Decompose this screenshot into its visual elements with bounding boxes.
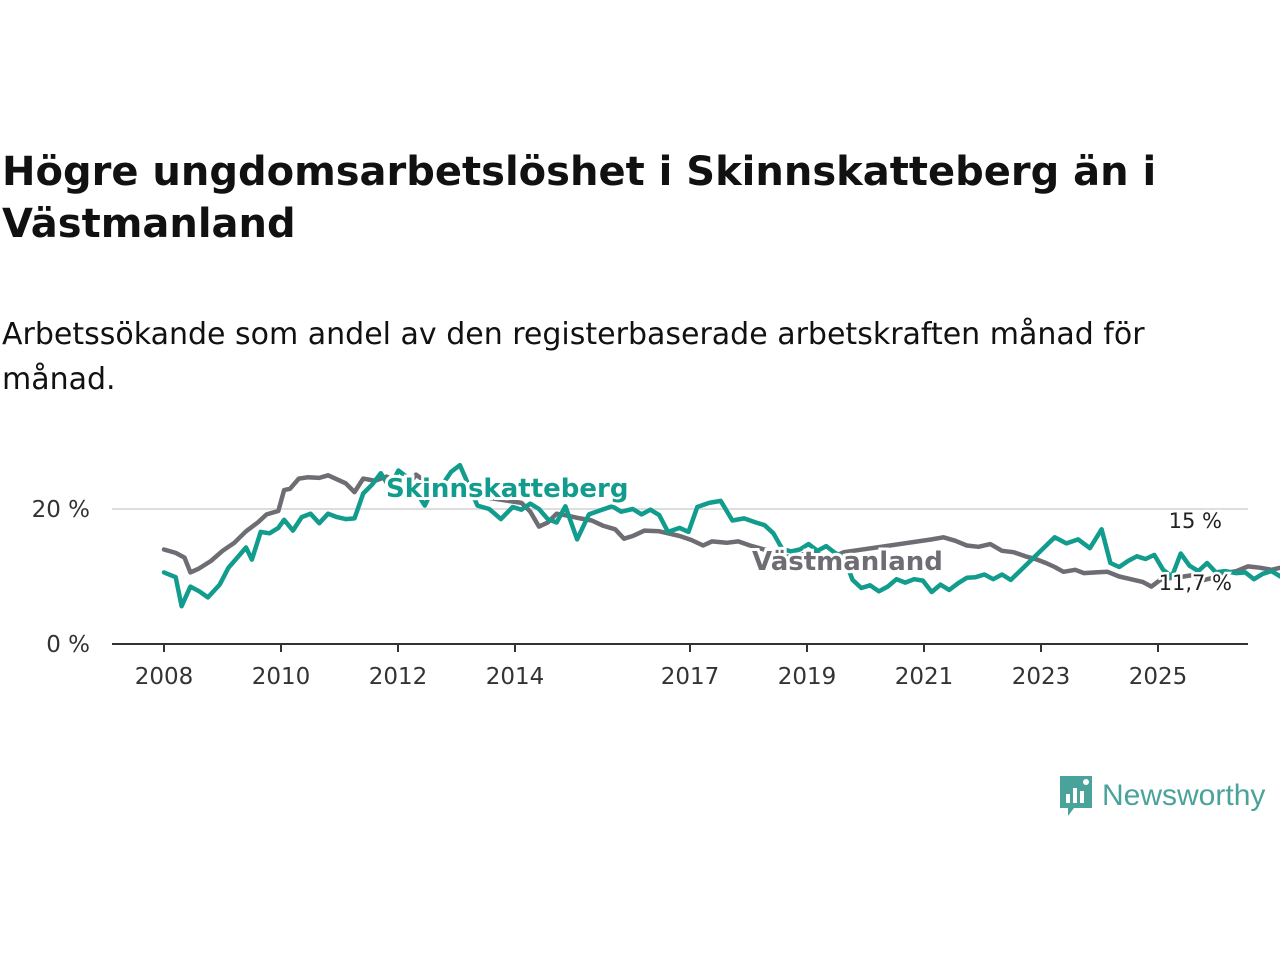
- x-tick-label: 2014: [486, 664, 545, 690]
- x-tick-label: 2008: [135, 664, 194, 690]
- x-tick-label: 2012: [369, 664, 428, 690]
- newsworthy-logo: Newsworthy: [1058, 774, 1265, 818]
- series-line-skinnskatteberg: [161, 462, 1280, 609]
- x-tick-label: 2019: [778, 664, 837, 690]
- series-name-label-v-stmanland: Västmanland: [752, 547, 943, 577]
- y-tick-label: 0 %: [46, 632, 90, 658]
- series-line-v-stmanland: [161, 472, 1280, 589]
- x-tick-label: 2017: [661, 664, 720, 690]
- series-name-label-skinnskatteberg: Skinnskatteberg: [386, 474, 628, 504]
- x-tick-label: 2010: [252, 664, 311, 690]
- chart-title: Högre ungdomsarbetslöshet i Skinnskatteb…: [2, 149, 1157, 247]
- series-end-label-skinnskatteberg: 15 %: [1169, 509, 1222, 533]
- gridlines: 0 % 20 %: [32, 497, 1248, 658]
- series-end-label-v-stmanland: 11,7 %: [1159, 571, 1232, 595]
- chart-subtitle: Arbetssökande som andel av den registerb…: [2, 317, 1145, 397]
- newsworthy-logo-text: Newsworthy: [1102, 779, 1266, 812]
- x-tick-label: 2021: [895, 664, 954, 690]
- series-lines: [161, 462, 1280, 609]
- y-tick-label: 20 %: [32, 497, 90, 523]
- x-axis: 2008 2010 2012 2014 2017 2019 2021 2023 2025: [112, 643, 1248, 690]
- series-labels: Västmanland 11,7 % Skinnskatteberg 15 %: [383, 471, 1235, 598]
- line-chart: 0 % 20 % 2008 2010 2012 2014 2017 2019 2021 2023…: [32, 462, 1280, 690]
- newsworthy-logo-icon: [1060, 776, 1092, 816]
- x-tick-label: 2025: [1129, 664, 1188, 690]
- x-tick-label: 2023: [1012, 664, 1071, 690]
